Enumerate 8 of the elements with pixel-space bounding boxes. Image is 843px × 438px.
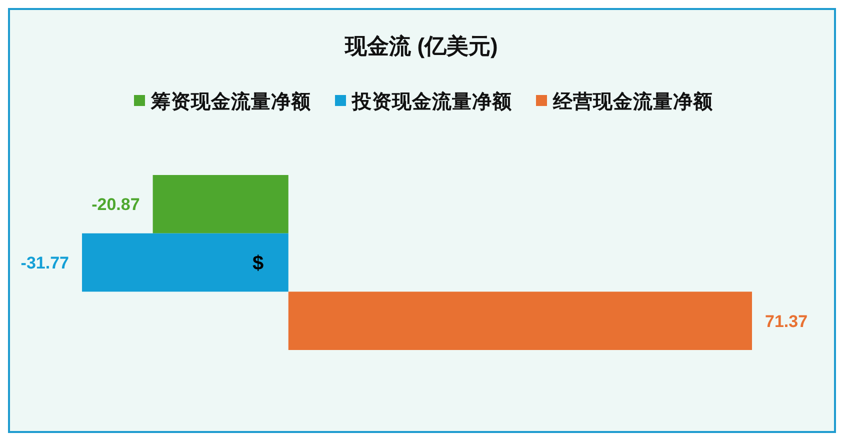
legend-label: 筹资现金流量净额: [150, 90, 312, 113]
data-label: 71.37: [765, 312, 808, 331]
legend-label: 投资现金流量净额: [351, 90, 513, 113]
chart-title: 现金流 (亿美元): [344, 34, 498, 59]
data-label: -31.77: [20, 253, 69, 272]
legend-label: 经营现金流量净额: [552, 90, 714, 113]
annotation: $: [252, 252, 264, 274]
data-label: -20.87: [92, 195, 140, 214]
